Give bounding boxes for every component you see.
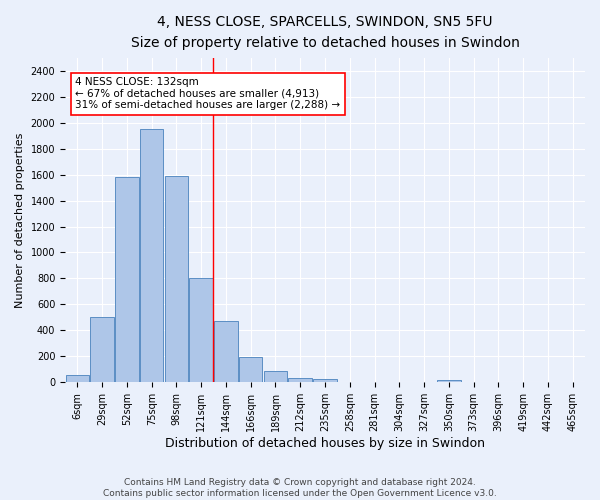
Bar: [214, 320, 238, 382]
Bar: [289, 378, 312, 382]
X-axis label: Distribution of detached houses by size in Swindon: Distribution of detached houses by size …: [165, 437, 485, 450]
Bar: [437, 380, 461, 382]
Text: 4 NESS CLOSE: 132sqm
← 67% of detached houses are smaller (4,913)
31% of semi-de: 4 NESS CLOSE: 132sqm ← 67% of detached h…: [76, 77, 341, 110]
Title: 4, NESS CLOSE, SPARCELLS, SWINDON, SN5 5FU
Size of property relative to detached: 4, NESS CLOSE, SPARCELLS, SWINDON, SN5 5…: [131, 15, 520, 50]
Bar: [164, 176, 188, 382]
Bar: [65, 374, 89, 382]
Bar: [264, 370, 287, 382]
Bar: [115, 177, 139, 382]
Bar: [190, 278, 213, 382]
Bar: [313, 379, 337, 382]
Bar: [91, 318, 114, 382]
Bar: [239, 357, 262, 382]
Bar: [140, 129, 163, 382]
Y-axis label: Number of detached properties: Number of detached properties: [15, 132, 25, 308]
Text: Contains HM Land Registry data © Crown copyright and database right 2024.
Contai: Contains HM Land Registry data © Crown c…: [103, 478, 497, 498]
